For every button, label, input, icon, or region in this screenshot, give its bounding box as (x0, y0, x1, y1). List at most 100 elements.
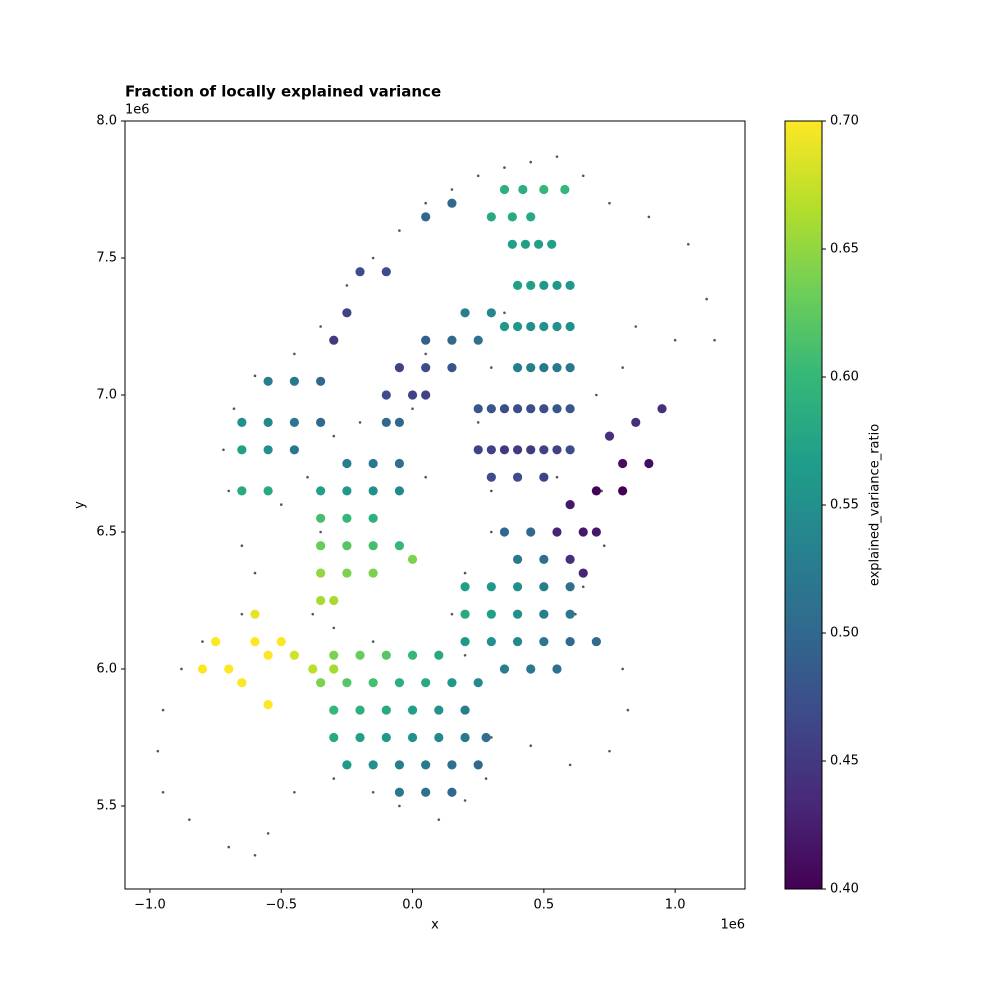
point (565, 362, 575, 373)
point (447, 362, 457, 373)
point (263, 700, 273, 710)
point (518, 184, 528, 195)
x-axis-label: x (431, 918, 439, 933)
y-tick-label: 5.5 (96, 798, 117, 813)
point (342, 568, 352, 578)
boundary-point (306, 475, 309, 479)
boundary-point (529, 744, 533, 748)
point (289, 650, 299, 660)
point (316, 595, 326, 606)
point (460, 308, 470, 318)
boundary-point (581, 174, 585, 178)
point (533, 239, 544, 249)
y-offset: 1e6 (125, 103, 150, 118)
point (342, 308, 352, 318)
boundary-point (484, 777, 488, 780)
boundary-point (180, 667, 183, 671)
point (578, 568, 588, 578)
point (308, 664, 318, 674)
point (381, 705, 391, 715)
point (486, 445, 496, 455)
point (368, 486, 378, 496)
point (407, 390, 418, 400)
point (263, 376, 273, 386)
boundary-point (626, 708, 630, 712)
point (421, 678, 431, 688)
boundary-point (490, 530, 493, 534)
point (434, 732, 444, 743)
point (421, 787, 431, 797)
point (552, 664, 562, 674)
point (526, 404, 536, 414)
point (499, 445, 510, 455)
point (263, 445, 273, 455)
point (552, 445, 562, 455)
point (473, 335, 483, 345)
boundary-point (555, 155, 559, 158)
point (289, 445, 299, 455)
point (263, 417, 273, 427)
point (237, 678, 247, 688)
boundary-point (398, 804, 401, 808)
x-offset: 1e6 (720, 918, 745, 933)
boundary-point (201, 640, 204, 643)
x-tick-label: 1.0 (665, 898, 686, 913)
point (368, 513, 378, 523)
point (486, 404, 496, 414)
point (342, 678, 352, 688)
y-tick-label: 6.5 (96, 524, 117, 539)
boundary-point (602, 544, 606, 547)
point (486, 308, 496, 318)
boundary-point (279, 503, 283, 506)
point (486, 609, 496, 619)
point (460, 732, 470, 743)
point (499, 184, 510, 195)
boundary-point (232, 407, 236, 410)
point (618, 486, 628, 496)
boundary-point (424, 475, 427, 479)
boundary-point (293, 352, 296, 356)
point (394, 417, 405, 427)
point (539, 404, 549, 414)
point (512, 554, 523, 564)
point (539, 636, 549, 647)
point (421, 335, 431, 345)
point (342, 486, 352, 496)
point (434, 650, 444, 660)
point (539, 445, 549, 455)
boundary-point (713, 338, 716, 342)
point (526, 445, 536, 455)
boundary-point (358, 421, 362, 424)
point (486, 582, 496, 592)
boundary-point (600, 489, 603, 493)
point (316, 568, 326, 578)
point (407, 732, 418, 743)
y-tick-label: 7.5 (96, 250, 117, 265)
point (421, 212, 431, 222)
boundary-point (371, 640, 375, 643)
point (526, 362, 536, 373)
point (289, 417, 299, 427)
point (329, 595, 339, 606)
boundary-point (424, 352, 427, 356)
boundary-point (529, 160, 533, 164)
boundary-point (450, 188, 454, 191)
point (421, 760, 431, 770)
boundary-point (608, 749, 611, 753)
point (560, 184, 570, 195)
x-tick-label: −0.5 (265, 898, 297, 913)
point (355, 267, 365, 277)
point (473, 445, 483, 455)
point (539, 184, 549, 195)
boundary-point (411, 407, 414, 410)
point (539, 582, 549, 592)
point (657, 404, 667, 414)
point (526, 280, 536, 290)
point (565, 582, 575, 592)
point (329, 335, 339, 345)
point (237, 486, 247, 496)
boundary-point (332, 626, 336, 630)
point (342, 513, 352, 523)
